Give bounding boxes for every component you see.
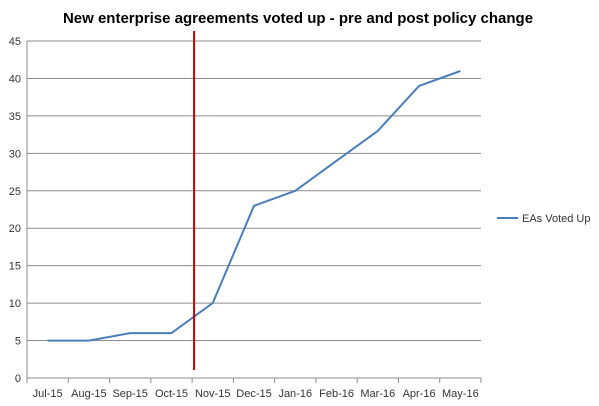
- x-tick-label: Jan-16: [278, 388, 312, 400]
- y-tick-label: 30: [9, 148, 21, 160]
- y-tick-label: 35: [9, 111, 21, 123]
- x-tick-label: Dec-15: [236, 388, 271, 400]
- y-tick-label: 45: [9, 36, 21, 48]
- x-tick-label: Nov-15: [195, 388, 230, 400]
- series-layer: [47, 70, 461, 342]
- y-tick-label: 15: [9, 261, 21, 273]
- gridlines: [27, 40, 481, 342]
- x-tick-label: Feb-16: [319, 388, 354, 400]
- legend: EAs Voted Up: [497, 213, 591, 225]
- y-tick-label: 5: [15, 336, 21, 348]
- x-tick-label: May-16: [442, 388, 479, 400]
- x-tick-label: Oct-15: [155, 388, 188, 400]
- x-tick-label: Sep-15: [112, 388, 147, 400]
- y-tick-label: 10: [9, 298, 21, 310]
- y-tick-labels: 0 5 10 15 20 25 30 35 40 45: [9, 36, 21, 385]
- axes: [26, 41, 482, 383]
- x-tick-labels: Jul-15 Aug-15 Sep-15 Oct-15 Nov-15 Dec-15 Jan-…: [33, 388, 479, 400]
- x-tick-label: Aug-15: [71, 388, 106, 400]
- chart-title: New enterprise agreements voted up - pre…: [63, 10, 533, 27]
- y-tick-label: 25: [9, 186, 21, 198]
- series-line: [47, 70, 461, 342]
- x-tick-label: Mar-16: [360, 388, 395, 400]
- x-tick-label: Jul-15: [33, 388, 63, 400]
- y-tick-label: 20: [9, 223, 21, 235]
- x-tick-label: Apr-16: [403, 388, 436, 400]
- y-tick-label: 0: [15, 373, 21, 385]
- legend-label: EAs Voted Up: [522, 213, 591, 225]
- y-tick-label: 40: [9, 73, 21, 85]
